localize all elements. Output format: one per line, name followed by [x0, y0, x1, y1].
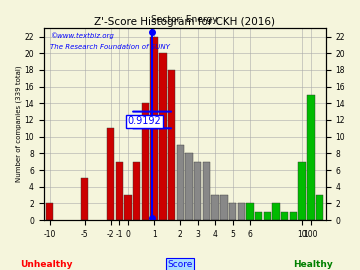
Bar	[46, 203, 53, 220]
Bar	[168, 70, 175, 220]
Text: Sector: Energy: Sector: Energy	[151, 15, 218, 24]
Bar	[246, 203, 254, 220]
Text: ©www.textbiz.org: ©www.textbiz.org	[50, 32, 114, 39]
Bar	[159, 53, 167, 220]
Text: Score: Score	[167, 260, 193, 269]
Text: The Research Foundation of SUNY: The Research Foundation of SUNY	[50, 44, 170, 50]
Bar	[229, 203, 236, 220]
Bar	[220, 195, 228, 220]
Bar	[281, 212, 288, 220]
Bar	[185, 153, 193, 220]
Bar	[211, 195, 219, 220]
Bar	[133, 162, 140, 220]
Bar	[272, 203, 280, 220]
Text: Unhealthy: Unhealthy	[21, 260, 73, 269]
Text: Healthy: Healthy	[293, 260, 333, 269]
Bar	[177, 145, 184, 220]
Bar	[316, 195, 323, 220]
Bar	[81, 178, 88, 220]
Bar	[255, 212, 262, 220]
Bar	[264, 212, 271, 220]
Bar	[150, 36, 158, 220]
Bar	[116, 162, 123, 220]
Bar	[142, 103, 149, 220]
Bar	[307, 95, 315, 220]
Bar	[203, 162, 210, 220]
Bar	[238, 203, 245, 220]
Text: 0.9192: 0.9192	[128, 116, 161, 126]
Bar	[194, 162, 201, 220]
Y-axis label: Number of companies (339 total): Number of companies (339 total)	[15, 66, 22, 183]
Bar	[124, 195, 132, 220]
Bar	[290, 212, 297, 220]
Title: Z'-Score Histogram for CKH (2016): Z'-Score Histogram for CKH (2016)	[94, 17, 275, 27]
Bar	[107, 128, 114, 220]
Bar	[298, 162, 306, 220]
